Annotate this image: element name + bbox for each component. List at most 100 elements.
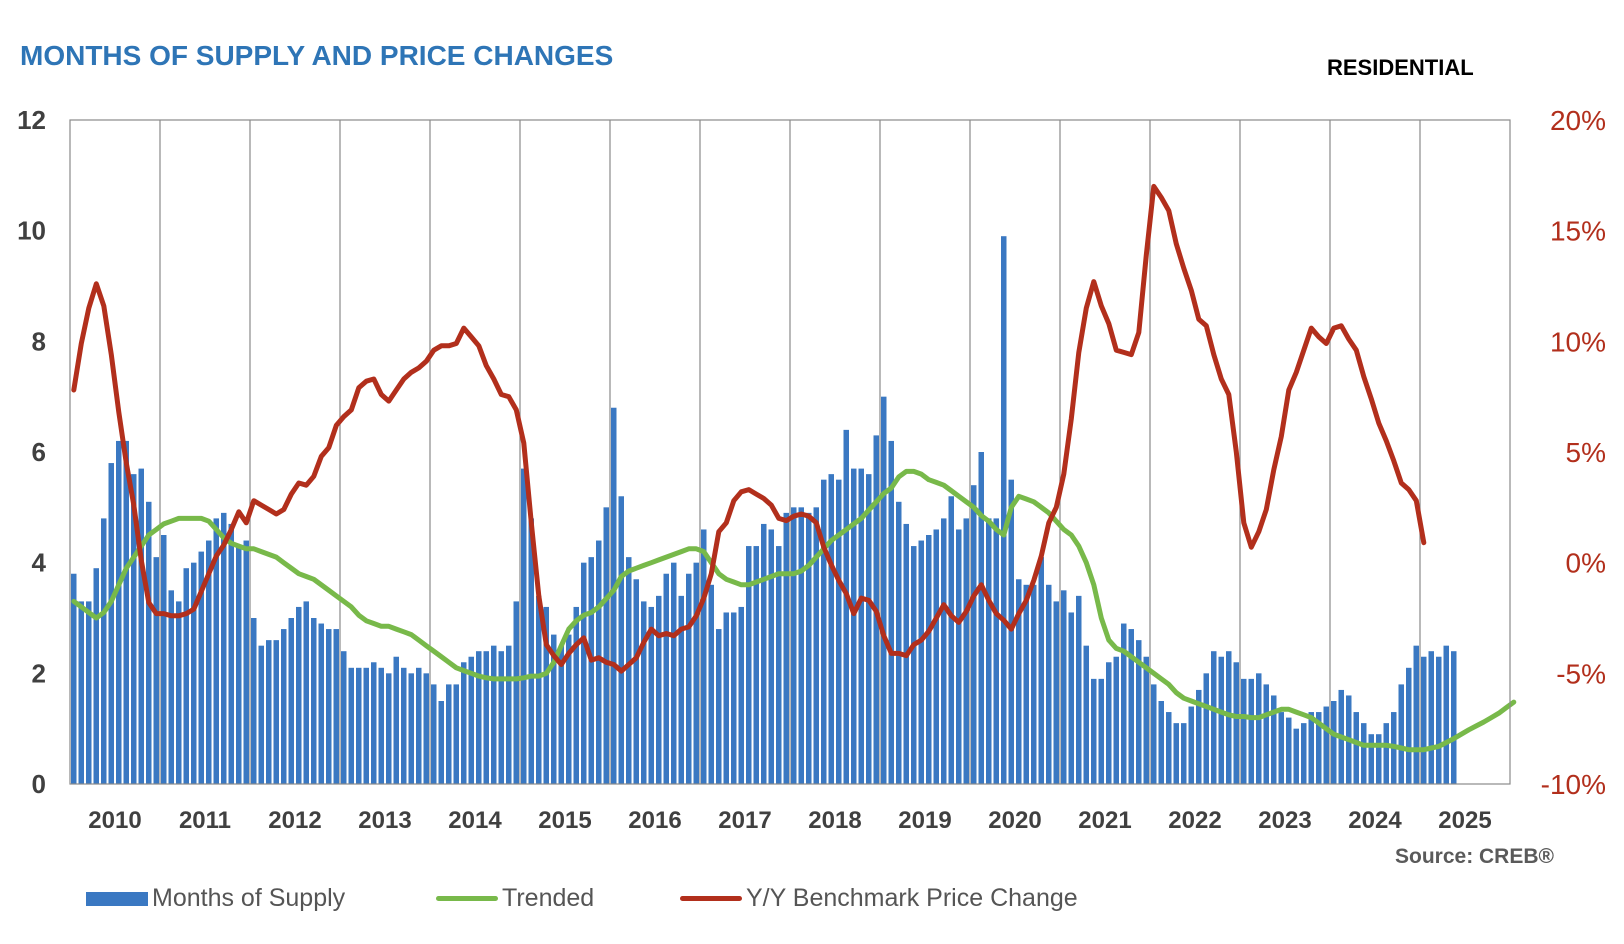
supply-bar: [933, 529, 939, 784]
supply-bar: [1421, 656, 1427, 784]
supply-bar: [491, 645, 497, 784]
supply-bar: [761, 523, 767, 784]
supply-bar: [798, 507, 804, 784]
supply-bar: [461, 662, 467, 784]
chart-subtitle: RESIDENTIAL: [1327, 55, 1474, 80]
supply-bar: [753, 546, 759, 784]
x-tick-label: 2023: [1258, 807, 1311, 834]
supply-bar: [401, 667, 407, 784]
supply-bar: [266, 640, 272, 784]
supply-bar: [1323, 706, 1329, 784]
supply-bar: [656, 595, 662, 784]
supply-bar: [581, 562, 587, 784]
supply-bar: [378, 667, 384, 784]
supply-bar: [978, 452, 984, 784]
supply-bar: [1436, 656, 1442, 784]
supply-bar: [416, 667, 422, 784]
legend-swatch-price: [680, 896, 742, 901]
y-right-tick-label: -5%: [1556, 658, 1606, 689]
supply-bar: [386, 673, 392, 784]
supply-bar: [521, 468, 527, 784]
legend-item-price: Y/Y Benchmark Price Change: [680, 884, 1078, 913]
supply-bar: [723, 612, 729, 784]
x-tick-label: 2020: [988, 807, 1041, 834]
supply-bar: [941, 518, 947, 784]
x-tick-label: 2018: [808, 807, 861, 834]
supply-bar: [626, 557, 632, 784]
supply-bar: [86, 601, 92, 784]
trended-line: [71, 468, 1517, 753]
supply-bar: [423, 673, 429, 784]
supply-bar: [701, 529, 707, 784]
supply-bar: [686, 573, 692, 784]
supply-bar: [1196, 689, 1202, 784]
supply-bar: [1301, 723, 1307, 784]
y-right-tick-label: 0%: [1566, 548, 1606, 579]
supply-bar: [618, 496, 624, 784]
labels-layer: 2010 2011 2012 2013 2014 2015 2016 2017 2018 2019…: [17, 105, 1606, 834]
legend-swatch-supply: [86, 891, 148, 906]
supply-bar: [348, 667, 354, 784]
supply-bar: [123, 440, 129, 784]
supply-bar: [678, 595, 684, 784]
supply-bar: [1256, 673, 1262, 784]
supply-bar: [1406, 667, 1412, 784]
supply-bar: [453, 684, 459, 784]
y-right-tick-label: 20%: [1550, 105, 1606, 136]
supply-bar: [161, 535, 167, 784]
axis-layer: [69, 119, 1511, 785]
supply-bar: [116, 440, 122, 784]
supply-bar: [101, 518, 107, 784]
supply-bar: [866, 474, 872, 784]
y-right-tick-label: 10%: [1550, 326, 1606, 357]
plot-frame: [69, 119, 1511, 785]
supply-bar: [806, 512, 812, 784]
supply-bar: [1278, 712, 1284, 784]
legend-label-price: Y/Y Benchmark Price Change: [746, 884, 1078, 912]
x-tick-label: 2014: [448, 807, 502, 834]
supply-bar: [318, 623, 324, 784]
x-tick-label: 2015: [538, 807, 591, 834]
supply-bar: [588, 557, 594, 784]
supply-bar: [191, 562, 197, 784]
supply-bar: [851, 468, 857, 784]
supply-bar: [438, 701, 444, 784]
supply-bar: [1286, 717, 1292, 784]
supply-bar: [1376, 734, 1382, 784]
x-tick-label: 2017: [718, 807, 771, 834]
supply-bar: [213, 518, 219, 784]
supply-bar: [1353, 712, 1359, 784]
supply-bar: [536, 595, 542, 784]
supply-bar: [821, 479, 827, 784]
supply-bar: [1068, 612, 1074, 784]
supply-bar: [273, 640, 279, 784]
supply-bar: [1053, 601, 1059, 784]
source-note: Source: CREB®: [1395, 845, 1554, 868]
supply-bar: [371, 662, 377, 784]
supply-bar: [1046, 584, 1052, 784]
supply-bar: [1023, 584, 1029, 784]
supply-bar: [326, 629, 332, 784]
bars-layer: [71, 236, 1457, 784]
supply-bar: [288, 618, 294, 784]
supply-bar: [1091, 678, 1097, 784]
supply-bar: [303, 601, 309, 784]
supply-bar: [776, 546, 782, 784]
price-change-line: [71, 183, 1427, 674]
supply-bar: [431, 684, 437, 784]
supply-bar: [168, 590, 174, 784]
grid-layer: [159, 120, 1421, 784]
y-right-tick-label: 5%: [1566, 437, 1606, 468]
supply-bar: [513, 601, 519, 784]
supply-bar: [1173, 723, 1179, 784]
x-tick-label: 2021: [1078, 807, 1131, 834]
supply-bar: [1211, 651, 1217, 784]
supply-bar: [648, 606, 654, 784]
supply-bar: [356, 667, 362, 784]
supply-bar: [1151, 684, 1157, 784]
y-right-tick-label: -10%: [1541, 769, 1606, 800]
supply-bar: [1271, 695, 1277, 784]
supply-bar: [1158, 701, 1164, 784]
supply-bar: [221, 512, 227, 784]
supply-bar: [971, 485, 977, 784]
